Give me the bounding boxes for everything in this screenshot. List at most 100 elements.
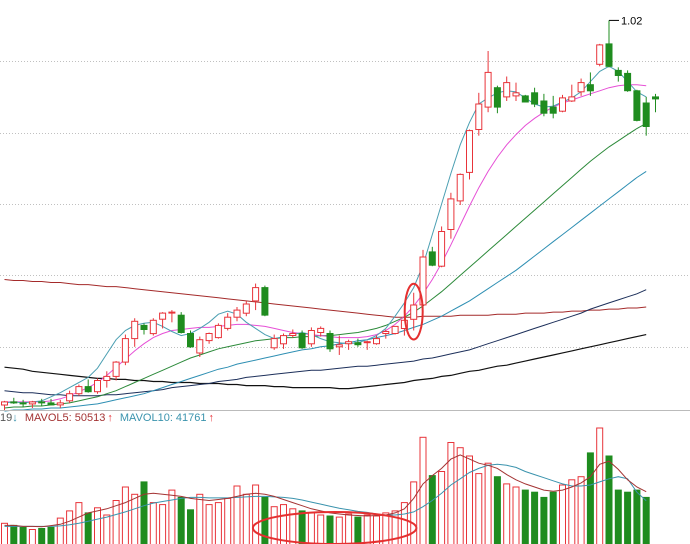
candle-body <box>224 316 232 329</box>
candle <box>177 312 185 334</box>
candle <box>512 82 520 101</box>
candle-body <box>521 95 529 103</box>
candle-body <box>289 333 297 336</box>
candle-body <box>317 327 325 333</box>
candlesticks <box>1 20 659 412</box>
candle <box>84 379 92 393</box>
candle <box>373 335 380 345</box>
candle-body <box>382 331 390 334</box>
volume-bar <box>196 493 204 544</box>
candle <box>326 330 334 352</box>
candle <box>317 326 325 337</box>
high-value-label: 1.02 <box>621 15 642 27</box>
candle <box>642 96 650 136</box>
volume-bar <box>28 529 36 544</box>
candle <box>103 371 111 388</box>
candle-body <box>531 92 539 105</box>
volume-bar <box>540 496 548 544</box>
volume-bar <box>345 513 353 544</box>
candle <box>131 318 139 347</box>
candle-body <box>233 309 241 318</box>
candle-body <box>624 72 632 92</box>
candle-body <box>66 393 74 402</box>
candle <box>652 93 659 113</box>
volume-bar <box>159 504 167 544</box>
candle-body <box>326 333 334 350</box>
volume-bar <box>187 509 194 544</box>
candle <box>242 300 250 317</box>
ma120-line <box>4 334 647 390</box>
candle <box>484 51 492 113</box>
volume-bar <box>428 475 436 544</box>
up-arrow-icon: ↑ <box>107 412 113 424</box>
volume-bar <box>596 427 604 544</box>
candle <box>94 378 101 394</box>
candle-body <box>261 287 269 316</box>
candle <box>363 340 371 350</box>
volume-bar <box>614 489 622 544</box>
candle-body <box>10 401 18 404</box>
candle-body <box>652 96 659 100</box>
candle <box>280 333 287 349</box>
candle-body <box>466 130 473 173</box>
candle <box>1 400 8 412</box>
candle <box>447 192 455 239</box>
candle-body <box>270 338 278 349</box>
volume-bar <box>38 528 46 544</box>
volume-bar <box>549 491 557 544</box>
candle-body <box>335 344 343 348</box>
candle <box>261 285 269 317</box>
volume-bar <box>447 442 455 544</box>
candle <box>298 330 306 349</box>
candle <box>168 310 176 323</box>
candle-body <box>633 90 641 121</box>
volume-bar <box>19 526 27 544</box>
legend-lead-value: 19 <box>0 412 13 424</box>
volume-bar <box>177 496 185 544</box>
volume-bar <box>103 514 111 544</box>
candle <box>614 67 622 82</box>
volume-bar <box>84 512 92 544</box>
volume-bar <box>642 496 650 544</box>
volume-bar <box>149 502 157 544</box>
price-grid <box>0 61 690 348</box>
moving-average-lines <box>4 65 647 412</box>
candle-body <box>614 69 622 77</box>
candle-body <box>559 97 566 112</box>
candle-body <box>242 303 250 314</box>
volume-bar <box>205 504 213 544</box>
candle <box>540 93 548 117</box>
candle <box>456 173 464 206</box>
candle-body <box>149 319 157 335</box>
candle-body <box>512 92 520 97</box>
candle-body <box>577 82 585 93</box>
candle-body <box>605 43 613 67</box>
volume-bar <box>131 493 139 544</box>
candle-body <box>47 402 55 406</box>
candle-body <box>140 324 148 330</box>
volume-bar <box>214 502 222 544</box>
candle <box>438 226 446 268</box>
volume-bar <box>493 476 501 544</box>
candle-body <box>484 71 492 108</box>
candle-body <box>19 402 27 405</box>
volume-bar <box>382 512 390 544</box>
volume-bar <box>475 473 483 544</box>
volume-bar <box>391 510 399 544</box>
candle-body <box>373 338 380 345</box>
ma20-line <box>4 122 647 409</box>
candle-body <box>131 320 139 340</box>
candle <box>270 334 278 350</box>
candle-body <box>121 338 129 363</box>
candle <box>112 361 120 381</box>
volume-bar <box>456 447 464 544</box>
candle-body <box>596 44 604 65</box>
legend-lead: 19↓ <box>0 412 21 424</box>
volume-bar <box>466 455 473 544</box>
volume-bar <box>289 508 297 544</box>
volume-bar <box>298 510 306 544</box>
candle <box>196 336 204 357</box>
volume-bar <box>252 484 260 544</box>
candle-body <box>168 311 176 314</box>
candle <box>28 400 36 408</box>
